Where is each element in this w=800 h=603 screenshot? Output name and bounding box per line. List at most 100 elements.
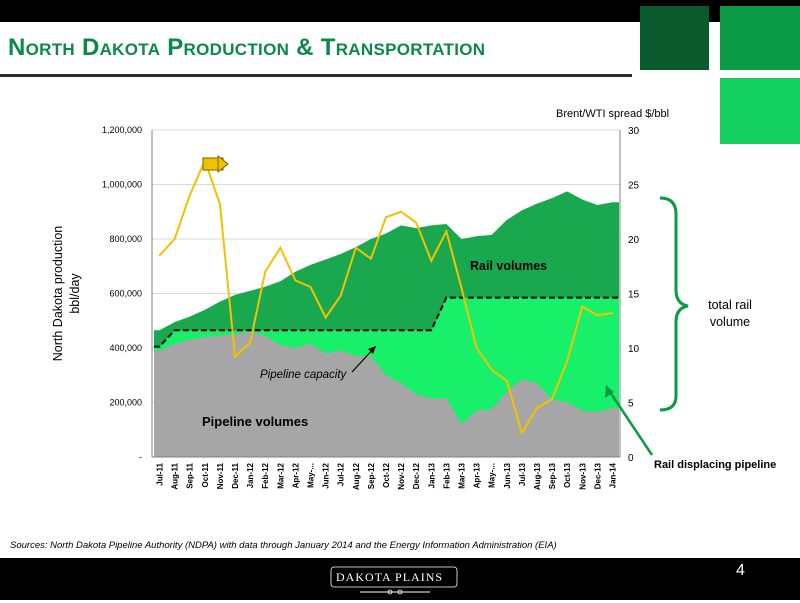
logo-mark xyxy=(330,566,458,595)
rail-displacing-arrow xyxy=(604,385,654,456)
y-tick-label: 600,000 xyxy=(109,289,142,299)
x-tick-label: Aug-13 xyxy=(533,462,542,490)
spread-point xyxy=(521,432,523,434)
total-rail-volume-label: total rail volume xyxy=(708,298,752,329)
line-series xyxy=(154,157,619,436)
pipeline-volumes-area xyxy=(154,331,619,457)
spread-point xyxy=(581,305,584,308)
spread-point xyxy=(158,254,161,257)
spread-point xyxy=(415,221,417,224)
y2-tick-label: 30 xyxy=(628,126,640,137)
y2-tick-label: 5 xyxy=(628,399,634,410)
y-tick-label: - xyxy=(139,452,142,462)
x-tick-label: Jul-12 xyxy=(337,462,346,486)
x-tick-label: Jul-11 xyxy=(156,462,165,485)
x-tick-label: Jan-12 xyxy=(246,462,255,488)
page-number: 4 xyxy=(736,562,745,579)
x-tick-label: Sep-13 xyxy=(548,462,557,489)
spread-point xyxy=(370,257,372,260)
pipeline-capacity-arrowhead xyxy=(368,346,376,354)
x-tick-label: Jan-14 xyxy=(608,462,617,488)
title-bar xyxy=(0,22,632,76)
x-tick-label: Nov-13 xyxy=(578,462,587,489)
x-tick-label: Dec-13 xyxy=(593,462,602,489)
y-tick-label: 400,000 xyxy=(109,343,142,353)
y2-tick-label: 15 xyxy=(628,290,640,301)
y-tick-label: 200,000 xyxy=(109,398,142,408)
x-tick-label: Mar-13 xyxy=(457,462,466,488)
annotations: Rail volumes Pipeline volumes Pipeline cap… xyxy=(202,154,776,471)
spread-point xyxy=(355,246,357,249)
x-tick-label: Apr-13 xyxy=(473,462,482,488)
x-tick-label: Sep-11 xyxy=(186,462,195,488)
arrow-icon xyxy=(217,154,229,174)
total-rail-brace xyxy=(659,196,689,412)
x-tick-label: Oct-11 xyxy=(201,462,210,487)
x-tick-label: Feb-13 xyxy=(442,462,451,488)
spread-point xyxy=(505,379,508,382)
x-tick-label: Oct-13 xyxy=(563,462,572,487)
axes: - 200,000 400,000 600,000 800,000 1,000,000 1,… xyxy=(51,108,669,490)
spread-point xyxy=(490,369,493,371)
x-tick-label: Nov-11 xyxy=(216,462,225,489)
y2-axis-title: Brent/WTI spread $/bbl xyxy=(556,108,669,120)
title-divider xyxy=(0,74,632,77)
spread-point xyxy=(249,341,251,344)
spread-point xyxy=(173,238,176,240)
spread-point xyxy=(294,279,297,282)
spread-point xyxy=(309,286,312,288)
spread-point xyxy=(400,210,402,213)
pipeline-capacity-label: Pipeline capacity xyxy=(260,369,348,381)
slide-title: North Dakota Production & Transportation xyxy=(8,34,486,61)
decor-square-dark xyxy=(640,6,709,70)
y-tick-label: 1,000,000 xyxy=(102,180,142,190)
spread-point xyxy=(611,312,614,314)
spread-point xyxy=(445,230,448,233)
spread-point xyxy=(460,287,463,289)
rail-displacing-label: Rail displacing pipeline xyxy=(654,459,776,471)
spread-point xyxy=(324,316,327,319)
spread-point xyxy=(234,355,236,358)
x-tick-label: May-... xyxy=(307,463,316,488)
dakota-plains-logo: DAKOTA PLAINS xyxy=(330,566,460,598)
spread-point xyxy=(279,246,282,249)
spread-point xyxy=(339,294,342,297)
x-tick-label: Jan-13 xyxy=(427,462,436,488)
spread-point xyxy=(566,360,568,362)
logo-text: DAKOTA PLAINS xyxy=(336,570,444,584)
x-tick-label: Jun-13 xyxy=(503,462,512,488)
spread-point xyxy=(551,398,553,401)
top-bar xyxy=(0,0,800,22)
rail-displacing-arrowhead xyxy=(605,386,614,398)
spread-point xyxy=(264,270,267,273)
bottom-bar xyxy=(0,558,800,600)
x-tick-label: Oct-12 xyxy=(382,462,391,487)
spread-point xyxy=(536,407,538,409)
spread-point xyxy=(188,194,191,197)
y-tick-label: 1,200,000 xyxy=(102,125,142,135)
x-tick-label: Apr-12 xyxy=(291,462,300,488)
x-tick-label: Nov-12 xyxy=(397,462,406,489)
x-tick-label: Aug-12 xyxy=(352,462,361,490)
spread-point xyxy=(219,203,221,205)
spread-point xyxy=(475,347,478,349)
spread-point xyxy=(596,314,599,317)
y2-tick-label: 10 xyxy=(628,344,640,355)
rail-volumes-label: Rail volumes xyxy=(470,259,547,273)
source-note: Sources: North Dakota Pipeline Authority… xyxy=(10,540,557,551)
x-tick-label: Dec-12 xyxy=(412,462,421,489)
spread-point xyxy=(430,260,433,262)
x-tick-label: Sep-12 xyxy=(367,462,376,489)
x-tick-label: Dec-11 xyxy=(231,462,240,488)
x-tick-label: Aug-11 xyxy=(171,462,180,489)
x-tick-label: Jun-12 xyxy=(322,462,331,488)
x-tick-label: Mar-12 xyxy=(276,462,285,488)
pipeline-capacity-line xyxy=(154,296,619,348)
production-chart: - 200,000 400,000 600,000 800,000 1,000,000 1,… xyxy=(51,108,776,490)
spread-point xyxy=(385,216,387,218)
x-tick-label: Jul-13 xyxy=(518,462,527,486)
y2-tick-label: 25 xyxy=(628,181,640,192)
x-tick-label: Feb-12 xyxy=(261,462,270,488)
x-tick-label: May-... xyxy=(488,463,497,488)
pipeline-volumes-label: Pipeline volumes xyxy=(202,414,308,429)
